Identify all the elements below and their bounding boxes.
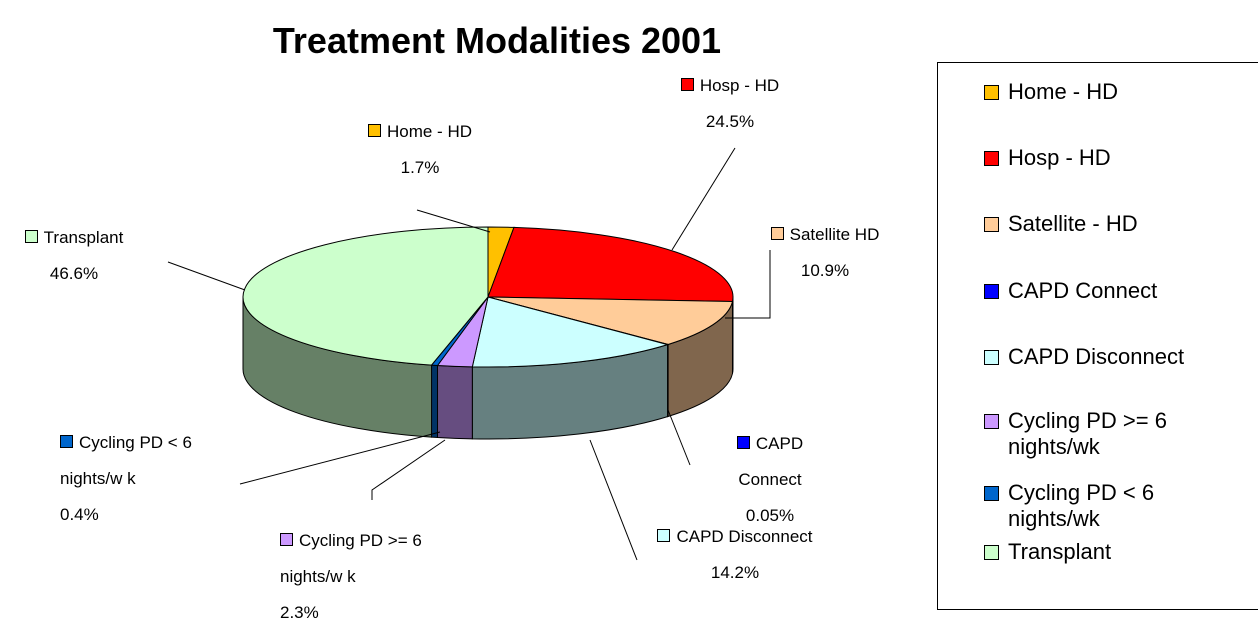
leader-line: [667, 409, 691, 466]
label-name: CAPD Connect: [738, 434, 804, 489]
slice: [487, 296, 734, 345]
legend-label: CAPD Connect: [1008, 278, 1158, 303]
label-name: Cycling PD < 6 nights/w k: [60, 433, 192, 488]
data-label: Home - HD 1.7%: [345, 114, 495, 186]
label-value: 46.6%: [49, 264, 99, 283]
label-name: Satellite HD: [789, 225, 880, 244]
leader-line: [239, 431, 441, 485]
legend-item: Transplant: [984, 539, 1248, 565]
legend-swatch: [984, 151, 999, 166]
label-value: 0.05%: [745, 506, 795, 525]
legend-label: Home - HD: [1008, 79, 1119, 104]
data-label: Transplant 46.6%: [14, 220, 134, 292]
legend-item: CAPD Connect: [984, 278, 1248, 304]
label-swatch: [24, 230, 38, 244]
legend-label: Transplant: [1008, 539, 1112, 564]
legend-item: Satellite - HD: [984, 211, 1248, 237]
legend-label: Cycling PD < 6 nights/wk: [1008, 480, 1155, 531]
label-name: Hosp - HD: [699, 76, 780, 95]
leader-line: [725, 250, 771, 319]
data-label: CAPD Disconnect 14.2%: [655, 519, 815, 591]
leader-line: [167, 261, 246, 291]
label-name: Transplant: [43, 228, 124, 247]
legend-item: Home - HD: [984, 79, 1248, 105]
legend-swatch: [984, 545, 999, 560]
legend-swatch: [984, 414, 999, 429]
slice: [242, 226, 489, 366]
legend-item: Cycling PD < 6 nights/wk: [984, 480, 1248, 532]
label-value: 14.2%: [710, 563, 760, 582]
label-name: CAPD Disconnect: [676, 527, 813, 546]
legend: Home - HD Hosp - HD Satellite - HD CAPD Con…: [937, 62, 1258, 610]
chart: [167, 147, 771, 561]
label-swatch: [680, 78, 694, 92]
label-name: Cycling PD >= 6 nights/w k: [280, 531, 422, 586]
label-name: Home - HD: [386, 122, 472, 141]
label-value: 0.4%: [60, 505, 99, 524]
legend-swatch: [984, 85, 999, 100]
label-swatch: [280, 533, 293, 547]
data-label: Hosp - HD 24.5%: [660, 68, 800, 140]
label-swatch: [736, 436, 750, 450]
chart-title: Treatment Modalities 2001: [272, 20, 722, 61]
label-swatch: [657, 529, 671, 543]
leader-line: [416, 209, 491, 233]
slice: [487, 226, 734, 303]
slice: [471, 296, 670, 368]
legend-item: CAPD Disconnect: [984, 344, 1248, 370]
legend-item: Hosp - HD: [984, 145, 1248, 171]
slice-side: [431, 364, 439, 439]
leader-line: [671, 147, 736, 251]
legend-label: Satellite - HD: [1008, 211, 1138, 236]
data-label: Satellite HD 10.9%: [760, 217, 890, 289]
legend-swatch: [984, 350, 999, 365]
label-value: 24.5%: [705, 112, 755, 131]
legend-label: Cycling PD >= 6 nights/wk: [1008, 408, 1167, 459]
slice-side: [437, 364, 473, 440]
data-label: CAPD Connect 0.05%: [705, 426, 835, 534]
label-swatch: [60, 435, 73, 449]
legend-swatch: [984, 486, 999, 501]
label-value: 10.9%: [800, 261, 850, 280]
legend-item: Cycling PD >= 6 nights/wk: [984, 408, 1248, 460]
label-swatch: [367, 124, 381, 138]
legend-label: CAPD Disconnect: [1008, 344, 1185, 369]
label-swatch: [770, 227, 784, 241]
data-label: Cycling PD < 6 nights/w k 0.4%: [60, 425, 210, 533]
legend-label: Hosp - HD: [1008, 145, 1111, 170]
legend-swatch: [984, 217, 999, 232]
label-value: 2.3%: [280, 603, 319, 622]
legend-swatch: [984, 284, 999, 299]
leader-line: [589, 439, 638, 561]
label-value: 1.7%: [400, 158, 440, 177]
leader-line: [371, 439, 446, 500]
page: {"chart_data": {"type": "pie3d", "title"…: [14, 20, 1258, 622]
